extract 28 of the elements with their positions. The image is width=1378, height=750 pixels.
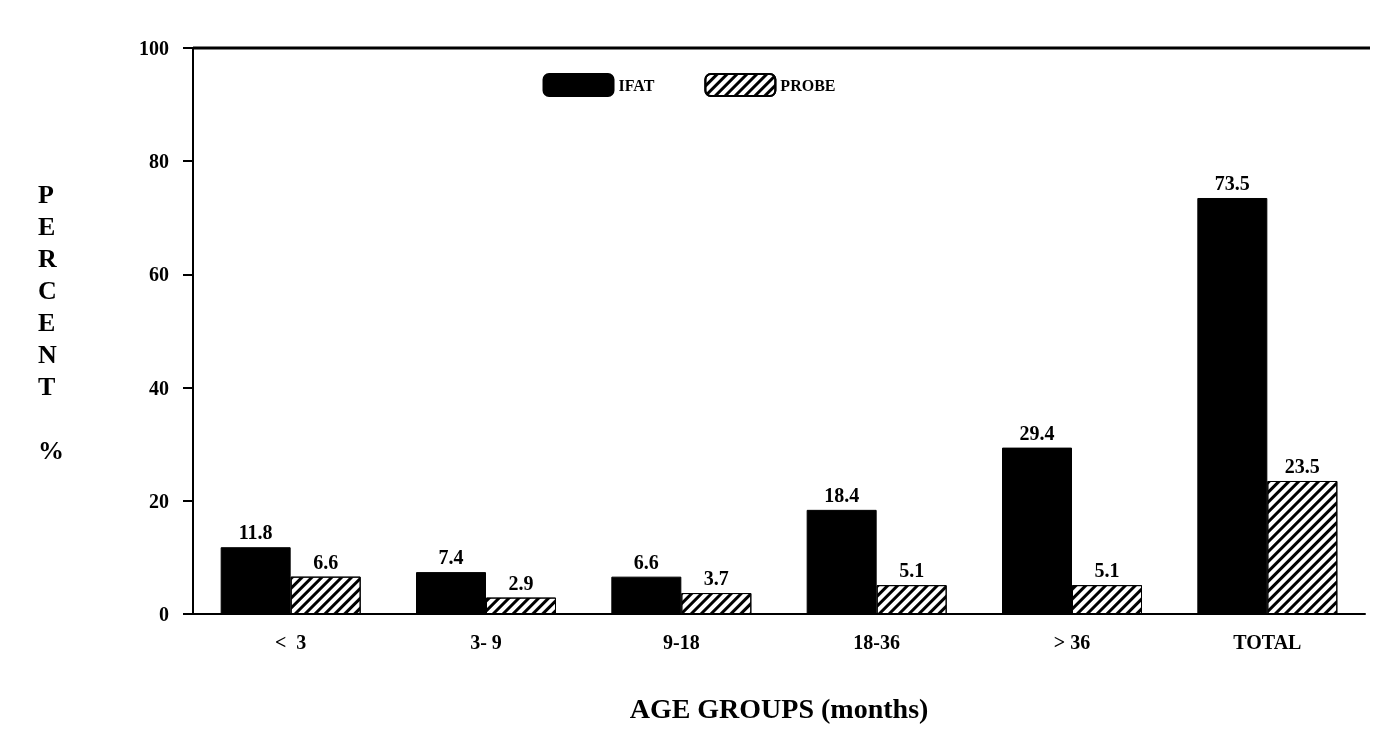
data-label: 2.9 (508, 571, 534, 594)
y-tick-label: 0 (159, 603, 169, 625)
data-label: 11.8 (238, 521, 273, 544)
y-tick-label: 80 (149, 150, 169, 173)
y-tick-label: 100 (139, 37, 169, 59)
x-tick-label: > 36 (1053, 631, 1091, 653)
legend-label: PROBE (780, 76, 836, 94)
x-tick-label: < 3 (274, 631, 307, 653)
data-label: 5.1 (1094, 559, 1120, 582)
data-label: 3.7 (703, 567, 729, 590)
x-tick-label: TOTAL (1233, 631, 1302, 653)
y-tick-label: 20 (149, 489, 169, 512)
x-tick-label: 9-18 (663, 631, 700, 653)
data-label: 6.6 (313, 550, 339, 573)
data-label: 18.4 (824, 483, 860, 506)
y-tick-label: 60 (149, 263, 169, 286)
y-tick-label: 40 (149, 376, 169, 399)
data-label: 7.4 (438, 546, 464, 569)
data-label: 6.6 (633, 550, 659, 573)
data-label: 29.4 (1019, 421, 1055, 444)
x-tick-label: 18-36 (853, 631, 900, 653)
data-label: 23.5 (1284, 454, 1320, 477)
x-tick-label: 3- 9 (470, 631, 502, 653)
legend-label: IFAT (618, 76, 655, 94)
data-label: 5.1 (899, 559, 925, 582)
data-label: 73.5 (1214, 171, 1250, 194)
x-axis-title: AGE GROUPS (months) (629, 692, 929, 724)
text: PERCENT % (38, 179, 64, 465)
